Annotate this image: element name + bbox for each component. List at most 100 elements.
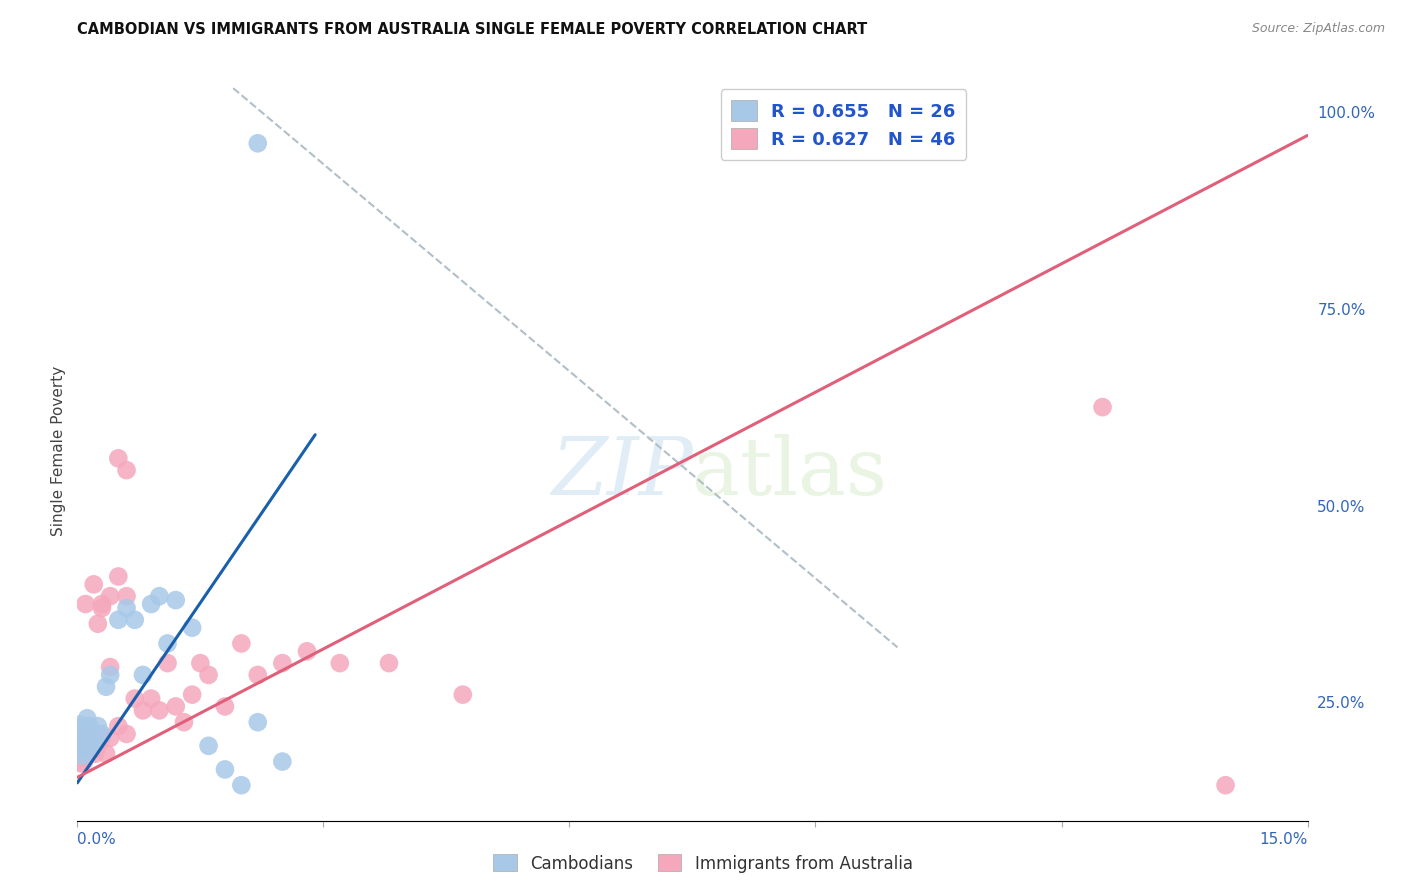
Point [90,597,114,611]
Point [75,744,97,758]
Point [1215,778,1237,792]
Point [115,727,138,741]
Legend: Cambodians, Immigrants from Australia: Cambodians, Immigrants from Australia [486,847,920,880]
Point [90,601,114,615]
Point [156,656,179,670]
Point [98,660,121,674]
Point [107,451,129,466]
Point [94,747,117,761]
Point [69,731,91,745]
Point [79,719,101,733]
Point [72,743,94,757]
Point [69,739,91,753]
Point [329,656,352,670]
Point [98,668,121,682]
Point [69,739,91,753]
Point [141,597,163,611]
Point [70,747,93,761]
Point [69,755,91,769]
Point [148,703,170,717]
Point [79,727,101,741]
Point [75,739,97,753]
Point [124,691,146,706]
Point [70,735,93,749]
Text: 15.0%: 15.0% [1260,832,1308,847]
Point [67,727,90,741]
Point [132,668,155,682]
Point [173,715,195,730]
Point [197,739,219,753]
Point [188,656,212,670]
Point [107,719,129,733]
Point [271,656,294,670]
Point [98,589,121,603]
Point [73,747,96,761]
Point [124,613,146,627]
Point [107,613,129,627]
Point [70,750,93,764]
Point [115,589,138,603]
Text: CAMBODIAN VS IMMIGRANTS FROM AUSTRALIA SINGLE FEMALE POVERTY CORRELATION CHART: CAMBODIAN VS IMMIGRANTS FROM AUSTRALIA S… [77,22,868,37]
Point [67,735,90,749]
Point [70,727,93,741]
Point [214,699,236,714]
Point [378,656,401,670]
Point [246,136,269,151]
Point [75,597,97,611]
Point [83,743,105,757]
Point [246,668,269,682]
Point [73,743,96,757]
Point [165,593,187,607]
Point [76,711,98,725]
Point [73,748,96,763]
Point [87,739,110,753]
Point [231,636,253,650]
Point [1091,400,1114,414]
Point [70,727,93,741]
Point [94,680,117,694]
Text: Source: ZipAtlas.com: Source: ZipAtlas.com [1251,22,1385,36]
Point [69,743,91,757]
Point [271,755,294,769]
Point [98,731,121,745]
Point [69,735,91,749]
Point [83,739,105,753]
Point [67,747,90,761]
Point [67,739,90,753]
Point [90,731,114,745]
Point [451,688,474,702]
Point [83,577,105,591]
Point [75,739,97,753]
Point [214,763,236,777]
Point [69,731,91,745]
Point [87,616,110,631]
Point [72,719,94,733]
Point [246,715,269,730]
Point [165,699,187,714]
Point [132,703,155,717]
Point [70,739,93,753]
Point [70,723,93,737]
Point [84,735,107,749]
Point [69,735,91,749]
Point [75,739,97,753]
Point [181,621,204,635]
Legend: R = 0.655   N = 26, R = 0.627   N = 46: R = 0.655 N = 26, R = 0.627 N = 46 [721,89,966,160]
Point [141,691,163,706]
Point [72,747,94,761]
Point [107,569,129,583]
Y-axis label: Single Female Poverty: Single Female Poverty [51,366,66,535]
Text: 0.0%: 0.0% [77,832,117,847]
Point [90,727,114,741]
Point [69,741,91,756]
Point [69,719,91,733]
Point [115,601,138,615]
Point [156,636,179,650]
Point [70,755,93,769]
Point [87,719,110,733]
Point [115,463,138,477]
Point [70,752,93,766]
Text: ZIP: ZIP [551,434,693,511]
Point [181,688,204,702]
Point [197,668,219,682]
